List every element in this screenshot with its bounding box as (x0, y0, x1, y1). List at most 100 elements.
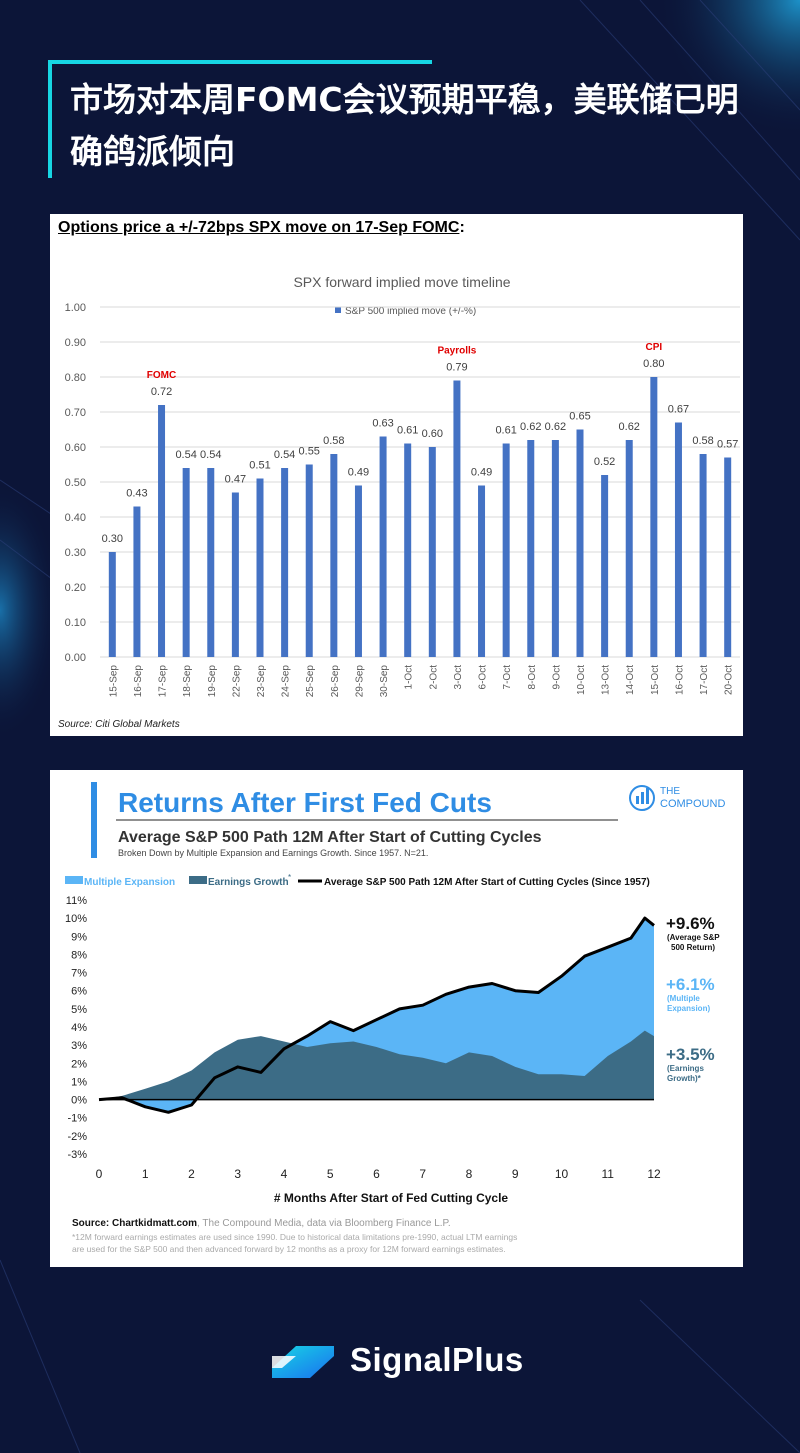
chart1-data-label: 0.62 (545, 421, 566, 433)
annot-multiple-label1: (Multiple (667, 994, 700, 1003)
annot-multiple-label2: Expansion) (667, 1004, 710, 1013)
implied-move-chart-panel: Options price a +/-72bps SPX move on 17-… (50, 214, 743, 736)
chart1-bar (354, 485, 362, 657)
chart1-data-label: 0.47 (225, 474, 246, 486)
chart1-xtick: 22-Sep (231, 665, 242, 698)
title-accent-side (48, 60, 52, 178)
fed-cuts-area-chart: Returns After First Fed Cuts Average S&P… (65, 782, 725, 1254)
chart1-ytick: 1.00 (65, 302, 86, 314)
compound-logo-icon (629, 785, 655, 811)
chart1-xtick: 10-Oct (576, 665, 587, 695)
chart2-source: Source: Chartkidmatt.com, The Compound M… (72, 1218, 451, 1229)
chart2-ytick: 10% (65, 913, 87, 925)
chart1-bar (601, 475, 609, 657)
chart2-ytick: 3% (71, 1040, 87, 1052)
compound-brand-line1: THE (660, 786, 680, 797)
chart1-bar (207, 468, 215, 657)
chart2-ytick: -3% (67, 1149, 87, 1161)
chart1-data-label: 0.62 (619, 421, 640, 433)
average-path-line (98, 916, 655, 1114)
chart1-ytick: 0.70 (65, 407, 86, 419)
annot-earnings-value: +3.5% (666, 1045, 715, 1064)
chart1-bar (428, 447, 436, 657)
chart1-bar (551, 440, 559, 657)
chart2-xtick: 10 (555, 1167, 569, 1181)
chart2-footnote1: *12M forward earnings estimates are used… (72, 1232, 517, 1242)
chart1-bar (108, 552, 116, 657)
chart1-xtick: 6-Oct (478, 665, 489, 690)
chart2-ytick: -2% (67, 1131, 87, 1143)
multiple-expansion-area (99, 918, 654, 1113)
chart1-xtick: 9-Oct (551, 665, 562, 690)
chart2-legend-multiple: Multiple Expansion (84, 877, 175, 888)
chart1-event-annotation: Payrolls (437, 346, 476, 357)
chart1-ytick: 0.60 (65, 442, 86, 454)
chart2-ytick: 0% (71, 1095, 87, 1107)
chart1-ytick: 0.80 (65, 372, 86, 384)
chart1-xtick: 8-Oct (527, 665, 538, 690)
chart2-ytick: 7% (71, 968, 87, 980)
chart1-title: SPX forward implied move timeline (293, 274, 510, 290)
chart2-source-bold: Source: Chartkidmatt.com (72, 1218, 197, 1229)
chart1-data-label: 0.62 (520, 421, 541, 433)
chart2-xtick: 1 (142, 1167, 149, 1181)
chart1-bar (330, 454, 338, 657)
chart1-data-label: 0.54 (274, 449, 295, 461)
chart1-bar (404, 443, 412, 657)
chart1-data-label: 0.72 (151, 386, 172, 398)
chart1-data-label: 0.61 (397, 425, 418, 437)
annot-multiple-value: +6.1% (666, 975, 715, 994)
chart1-xtick: 13-Oct (601, 665, 612, 695)
chart1-heading-colon: : (459, 219, 465, 236)
chart2-subsubtitle: Broken Down by Multiple Expansion and Ea… (118, 848, 428, 858)
signalplus-logo: SignalPlus (268, 1332, 524, 1388)
earnings-growth-area (99, 1030, 654, 1100)
chart1-legend: S&P 500 implied move (+/-%) (345, 306, 476, 317)
chart1-xtick: 19-Sep (207, 665, 218, 698)
chart1-bar (502, 443, 510, 657)
page-title: 市场对本周FOMC会议预期平稳，美联储已明确鸽派倾向 (70, 80, 739, 171)
chart1-xtick: 17-Oct (699, 665, 710, 695)
annot-earnings-label1: (Earnings (667, 1064, 704, 1073)
chart2-ytick: 4% (71, 1022, 87, 1034)
chart1-bar (133, 506, 141, 657)
chart1-ytick: 0.10 (65, 617, 86, 629)
chart2-xtick: 3 (234, 1167, 241, 1181)
chart1-xtick: 23-Sep (256, 665, 267, 698)
chart2-ytick: 2% (71, 1058, 87, 1070)
chart1-xtick: 24-Sep (281, 665, 292, 698)
chart2-title: Returns After First Fed Cuts (118, 787, 492, 818)
chart2-footnote2: are used for the S&P 500 and then advanc… (72, 1244, 506, 1254)
annot-earnings-label2: Growth)* (667, 1074, 702, 1083)
chart1-data-label: 0.65 (569, 411, 590, 423)
chart1-bar (453, 380, 461, 657)
chart2-legend-star: * (288, 873, 291, 882)
chart1-ytick: 0.90 (65, 337, 86, 349)
chart1-xtick: 16-Oct (674, 665, 685, 695)
title-accent-top (48, 60, 432, 64)
chart2-source-rest: , The Compound Media, data via Bloomberg… (197, 1218, 451, 1229)
chart1-xtick: 15-Oct (650, 665, 661, 695)
chart1-bar (699, 454, 707, 657)
chart1-bar (527, 440, 535, 657)
annot-total-value: +9.6% (666, 914, 715, 933)
chart1-bar (650, 377, 658, 657)
chart2-ytick: 5% (71, 1004, 87, 1016)
chart1-data-label: 0.49 (348, 467, 369, 479)
chart1-data-label: 0.54 (175, 449, 196, 461)
chart1-data-label: 0.67 (668, 404, 689, 416)
chart1-data-label: 0.60 (422, 428, 443, 440)
chart1-bar (724, 457, 732, 657)
chart2-subtitle: Average S&P 500 Path 12M After Start of … (118, 829, 542, 846)
chart2-xtick: 7 (419, 1167, 426, 1181)
chart1-data-label: 0.80 (643, 358, 664, 370)
chart1-heading-text: Options price a +/-72bps SPX move on 17-… (58, 219, 460, 236)
fed-cuts-chart-panel: Returns After First Fed Cuts Average S&P… (50, 770, 743, 1267)
chart2-xtick: 12 (647, 1167, 661, 1181)
chart1-ytick: 0.50 (65, 477, 86, 489)
chart2-xtick: 11 (602, 1167, 615, 1181)
chart1-xtick: 7-Oct (502, 665, 513, 690)
chart2-xtick: 5 (327, 1167, 334, 1181)
chart1-data-label: 0.43 (126, 488, 147, 500)
chart1-data-label: 0.54 (200, 449, 221, 461)
